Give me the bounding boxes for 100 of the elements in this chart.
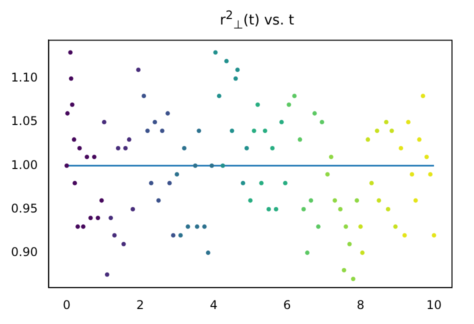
point: [81, 224, 86, 229]
point: [428, 172, 433, 177]
point: [104, 272, 110, 277]
point: [298, 137, 302, 142]
point: [240, 180, 246, 186]
point: [384, 120, 388, 124]
point: [347, 242, 352, 246]
point: [274, 207, 278, 212]
point: [266, 207, 271, 212]
point: [112, 233, 117, 238]
point: [262, 128, 268, 133]
point: [316, 224, 321, 229]
x-tick-label: 10: [426, 298, 442, 312]
point: [102, 120, 106, 124]
point: [230, 128, 234, 133]
point: [376, 198, 382, 203]
point: [92, 154, 96, 160]
point: [432, 233, 436, 238]
point: [136, 68, 141, 72]
point: [259, 180, 264, 186]
point: [286, 102, 292, 107]
point: [235, 68, 240, 72]
point: [108, 216, 113, 220]
point: [393, 224, 398, 229]
point: [156, 198, 161, 203]
point: [116, 146, 120, 150]
point: [182, 146, 186, 150]
point: [244, 146, 249, 150]
point: [390, 128, 394, 133]
point: [99, 198, 104, 203]
point: [420, 94, 426, 98]
x-tick-label: 4: [210, 298, 218, 312]
point: [171, 233, 176, 238]
point: [76, 224, 80, 229]
y-tick-label: 1.05: [11, 114, 38, 128]
point: [406, 120, 410, 124]
point: [248, 198, 253, 203]
point: [358, 224, 363, 229]
point: [410, 172, 414, 177]
point: [424, 154, 429, 160]
point: [354, 198, 360, 203]
chart-title: r$^{2}$$_{⊥}$(t) vs. t: [218, 8, 296, 32]
point: [202, 224, 207, 229]
point: [152, 120, 158, 124]
point: [413, 198, 418, 203]
point: [68, 50, 73, 55]
point: [344, 224, 348, 229]
point: [88, 216, 93, 220]
point: [72, 137, 76, 142]
point: [68, 76, 74, 81]
point: [252, 128, 256, 133]
point: [121, 242, 126, 246]
x-tick-label: 6: [283, 298, 291, 312]
y-tick-label: 0.90: [11, 244, 38, 259]
point: [166, 111, 170, 116]
point: [123, 146, 128, 150]
point: [142, 94, 146, 98]
point: [193, 163, 198, 168]
point: [130, 207, 136, 212]
point: [374, 128, 380, 133]
point: [210, 163, 214, 168]
point: [366, 137, 370, 142]
point: [332, 198, 338, 203]
point: [213, 50, 218, 55]
point: [283, 180, 288, 186]
point: [342, 268, 346, 272]
point: [84, 154, 90, 160]
point: [292, 94, 297, 98]
point: [233, 76, 238, 81]
point: [224, 58, 229, 64]
point: [167, 180, 172, 186]
point: [256, 102, 260, 107]
point: [96, 216, 100, 220]
point: [279, 120, 284, 124]
point: [402, 233, 407, 238]
point: [178, 233, 183, 238]
x-tick-label: 8: [356, 298, 364, 312]
point: [64, 163, 69, 168]
point: [65, 111, 70, 116]
y-tick-label: 1.10: [11, 70, 38, 85]
point: [220, 163, 226, 168]
point: [320, 120, 324, 124]
point: [369, 180, 374, 186]
point: [325, 172, 330, 177]
point: [216, 94, 222, 98]
point: [70, 102, 74, 107]
y-tick-label: 0.95: [11, 201, 38, 216]
point: [270, 146, 275, 150]
point: [72, 180, 77, 186]
point: [145, 128, 150, 133]
point: [196, 128, 202, 133]
point: [148, 180, 154, 186]
y-tick-label: 1.00: [11, 158, 38, 172]
x-tick-label: 2: [136, 298, 144, 312]
point: [398, 146, 404, 150]
point: [160, 128, 164, 133]
x-tick-label: 0: [62, 298, 71, 312]
point: [360, 250, 365, 255]
point: [351, 276, 356, 282]
point: [305, 250, 310, 255]
